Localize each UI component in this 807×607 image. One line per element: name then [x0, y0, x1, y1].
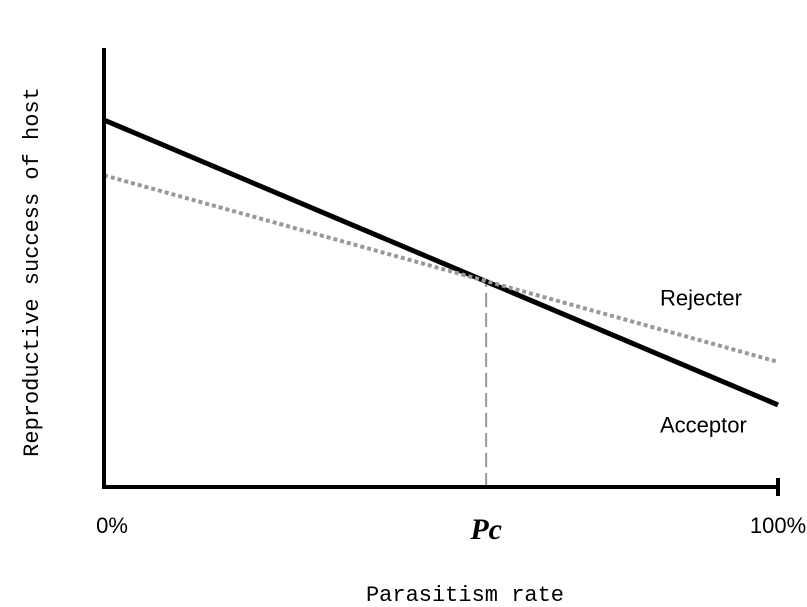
series-label: Acceptor [660, 413, 747, 438]
series-label: Rejecter [660, 286, 742, 311]
x-axis-label: Parasitism rate [366, 583, 564, 607]
x-tick-label: 0% [96, 513, 128, 538]
series-line [103, 117, 779, 408]
series-line [103, 173, 779, 364]
x-tick-label: 100% [750, 513, 806, 538]
x-tick-label: Pc [469, 513, 502, 546]
y-axis-label: Reproductive success of host [20, 87, 45, 457]
